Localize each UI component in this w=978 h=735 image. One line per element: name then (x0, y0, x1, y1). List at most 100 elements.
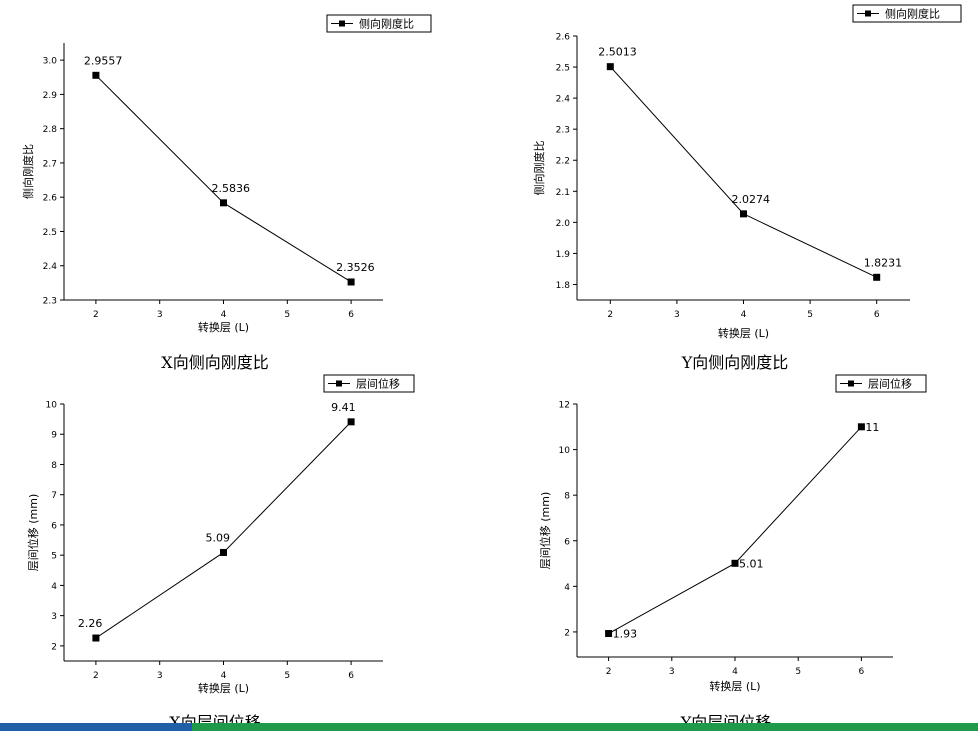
y-tick-label: 2.2 (556, 157, 570, 167)
y-tick-label: 2.9 (43, 91, 58, 101)
y-tick-label: 2.5 (43, 228, 57, 238)
y-tick-label: 2 (51, 642, 57, 652)
series-line (95, 74, 352, 283)
data-label: 5.01 (739, 557, 764, 570)
x-tick-label: 6 (874, 310, 880, 320)
y-tick-label: 2.3 (556, 126, 570, 136)
y-tick-label: 7 (51, 491, 57, 501)
y-tick-label: 5 (51, 552, 57, 562)
data-point (740, 210, 747, 218)
x-tick-label: 4 (221, 671, 227, 681)
data-label: 9.41 (331, 401, 356, 414)
footer-bar-blue (0, 723, 192, 731)
x-tick-label: 5 (284, 310, 290, 320)
y-tick-label: 2.1 (556, 188, 570, 198)
y-tick-label: 10 (46, 401, 58, 411)
series-line (608, 426, 862, 634)
x-axis-label: 转换层 (L) (718, 326, 769, 340)
data-point (873, 273, 881, 281)
y-axis-label: 层间位移 (mm) (538, 492, 552, 570)
data-label: 2.9557 (84, 54, 123, 67)
x-axis-label: 转换层 (L) (709, 679, 760, 693)
y-tick-label: 2.8 (43, 125, 58, 135)
y-tick-label: 4 (51, 582, 57, 592)
y-tick-label: 1.8 (556, 281, 571, 291)
x-tick-label: 2 (93, 671, 99, 681)
y-axis-label: 侧向刚度比 (21, 144, 35, 199)
y-tick-label: 2.4 (556, 95, 571, 105)
x-tick-label: 2 (607, 310, 613, 320)
legend-label: 侧向刚度比 (885, 7, 940, 21)
chart-2: 1.8 1.9 2.0 2.1 2.2 2.3 2.4 2.5 2.6 2 3 4 5 6 转换层 (L) 侧… (532, 4, 962, 340)
y-tick-label: 2.0 (556, 219, 571, 229)
series-line (609, 66, 877, 278)
x-axis-label: 转换层 (L) (198, 320, 249, 334)
data-point (220, 199, 227, 207)
y-tick-label: 2 (564, 628, 570, 638)
data-point (92, 634, 100, 642)
legend-marker (336, 380, 342, 387)
x-tick-label: 2 (93, 310, 99, 320)
chart-4: 2 4 6 8 10 12 2 3 4 5 6 转换层 (L) 层间位移 (mm) 1.93 5.01 11 层… (538, 374, 927, 693)
y-tick-label: 10 (559, 446, 571, 456)
data-label: 2.5013 (598, 46, 637, 59)
y-tick-label: 4 (564, 583, 570, 593)
data-point (347, 418, 355, 426)
y-tick-label: 8 (51, 461, 57, 471)
y-tick-label: 2.6 (556, 33, 571, 43)
y-tick-label: 2.4 (43, 262, 58, 272)
legend-marker (865, 10, 871, 17)
x-tick-label: 3 (157, 310, 163, 320)
chart-3: 2 3 4 5 6 7 8 9 10 2 3 4 5 6 转换层 (L) 层间位移 (mm) 2.26 5.09 9… (26, 374, 415, 695)
x-tick-label: 6 (348, 310, 354, 320)
legend-label: 层间位移 (868, 377, 912, 391)
legend-box (852, 4, 962, 23)
y-tick-label: 2.7 (43, 159, 57, 169)
data-point (347, 278, 355, 286)
legend-label: 侧向刚度比 (359, 17, 414, 31)
x-axis-label: 转换层 (L) (198, 681, 249, 695)
y-tick-label: 8 (564, 492, 570, 502)
x-tick-label: 3 (669, 667, 675, 677)
y-tick-label: 6 (564, 537, 570, 547)
chart-1: 2.3 2.4 2.5 2.6 2.7 2.8 2.9 3.0 2 3 4 5 6 转换层 (L) 侧向刚度… (21, 14, 432, 334)
footer-bar-green (192, 723, 978, 731)
data-label: 2.26 (78, 617, 103, 630)
data-label: 2.5836 (212, 182, 251, 195)
y-axis-label: 侧向刚度比 (532, 141, 546, 196)
data-label: 2.3526 (336, 261, 375, 274)
data-label: 2.0274 (732, 193, 771, 206)
legend-box (323, 374, 415, 393)
y-tick-label: 1.9 (556, 250, 571, 260)
caption-x-stiffness: X向侧向刚度比 (161, 353, 269, 372)
series-line (95, 421, 352, 639)
x-tick-label: 6 (348, 671, 354, 681)
x-tick-label: 6 (859, 667, 865, 677)
y-tick-label: 2.3 (43, 297, 57, 307)
caption-y-stiffness: Y向侧向刚度比 (681, 353, 789, 372)
x-tick-label: 3 (157, 671, 163, 681)
x-tick-label: 5 (807, 310, 813, 320)
x-tick-label: 4 (221, 310, 227, 320)
legend-marker (848, 380, 854, 387)
data-label: 1.93 (613, 628, 638, 641)
data-point (220, 548, 227, 556)
y-tick-label: 3 (51, 612, 57, 622)
y-axis-label: 层间位移 (mm) (26, 494, 40, 572)
data-point (857, 423, 865, 431)
legend-box (326, 14, 432, 33)
y-tick-label: 3.0 (43, 57, 58, 67)
legend-box (835, 374, 927, 393)
y-tick-label: 9 (51, 431, 57, 441)
y-tick-label: 12 (559, 401, 570, 411)
x-tick-label: 3 (674, 310, 680, 320)
legend-label: 层间位移 (356, 377, 400, 391)
y-tick-label: 6 (51, 521, 57, 531)
data-label: 11 (865, 421, 879, 434)
data-point (606, 63, 614, 71)
x-tick-label: 5 (795, 667, 801, 677)
x-tick-label: 4 (741, 310, 747, 320)
y-tick-label: 2.6 (43, 194, 58, 204)
